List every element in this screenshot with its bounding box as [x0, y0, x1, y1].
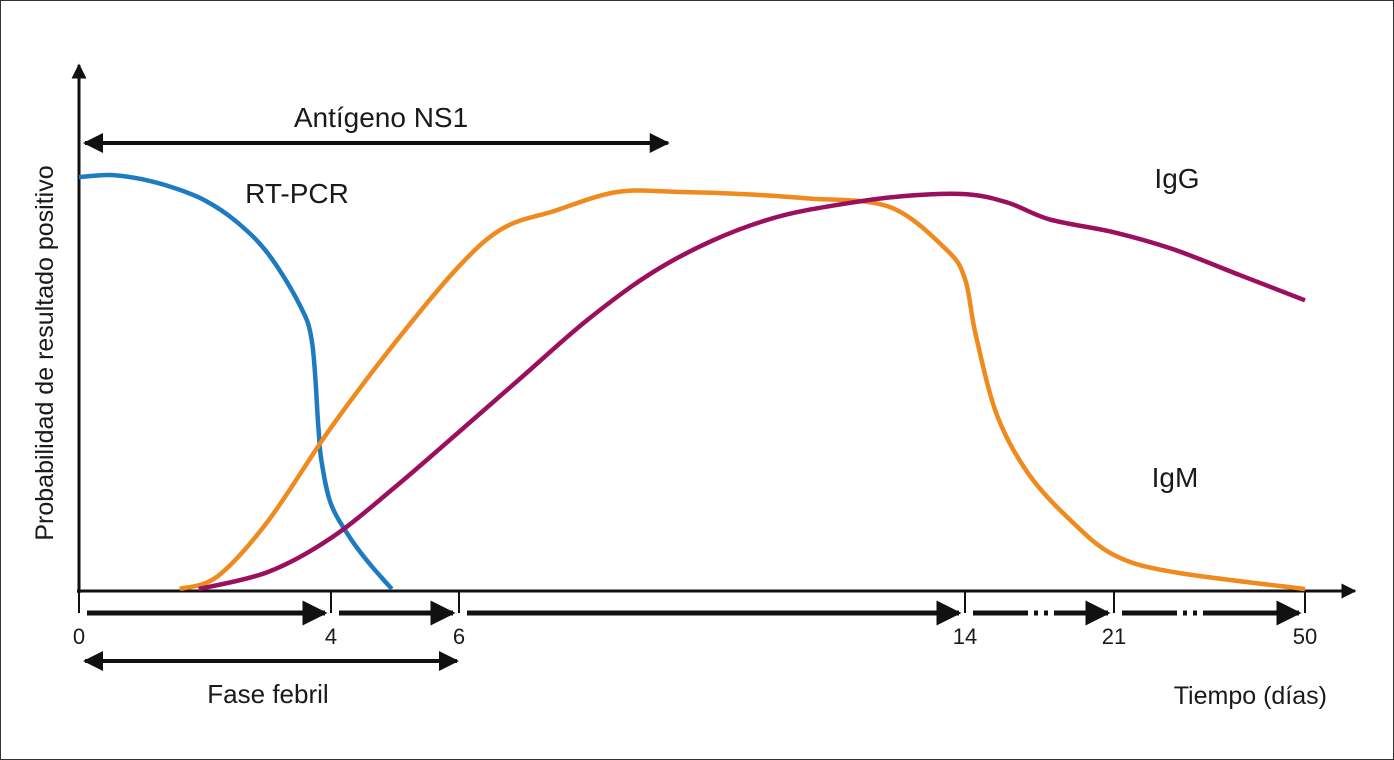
igg-label: IgG — [1154, 163, 1199, 194]
antigen-ns1-label: Antígeno NS1 — [294, 102, 468, 133]
rt-pcr-label: RT-PCR — [245, 178, 349, 209]
febrile-phase-label: Fase febril — [207, 679, 328, 709]
x-tick-label: 0 — [73, 624, 85, 649]
x-ticks: 0 4 6 14 21 50 — [73, 591, 1317, 649]
igg-curve — [198, 191, 1306, 592]
igm-curve — [179, 188, 1306, 592]
x-axis-label: Tiempo (días) — [1174, 682, 1327, 710]
y-axis-label: Probabilidad de resultado positivo — [31, 165, 59, 540]
x-tick-label: 21 — [1102, 624, 1126, 649]
x-tick-label: 50 — [1293, 624, 1317, 649]
x-tick-label: 4 — [325, 624, 337, 649]
x-tick-label: 6 — [453, 624, 465, 649]
x-tick-label: 14 — [953, 624, 977, 649]
igm-label: IgM — [1152, 462, 1199, 493]
